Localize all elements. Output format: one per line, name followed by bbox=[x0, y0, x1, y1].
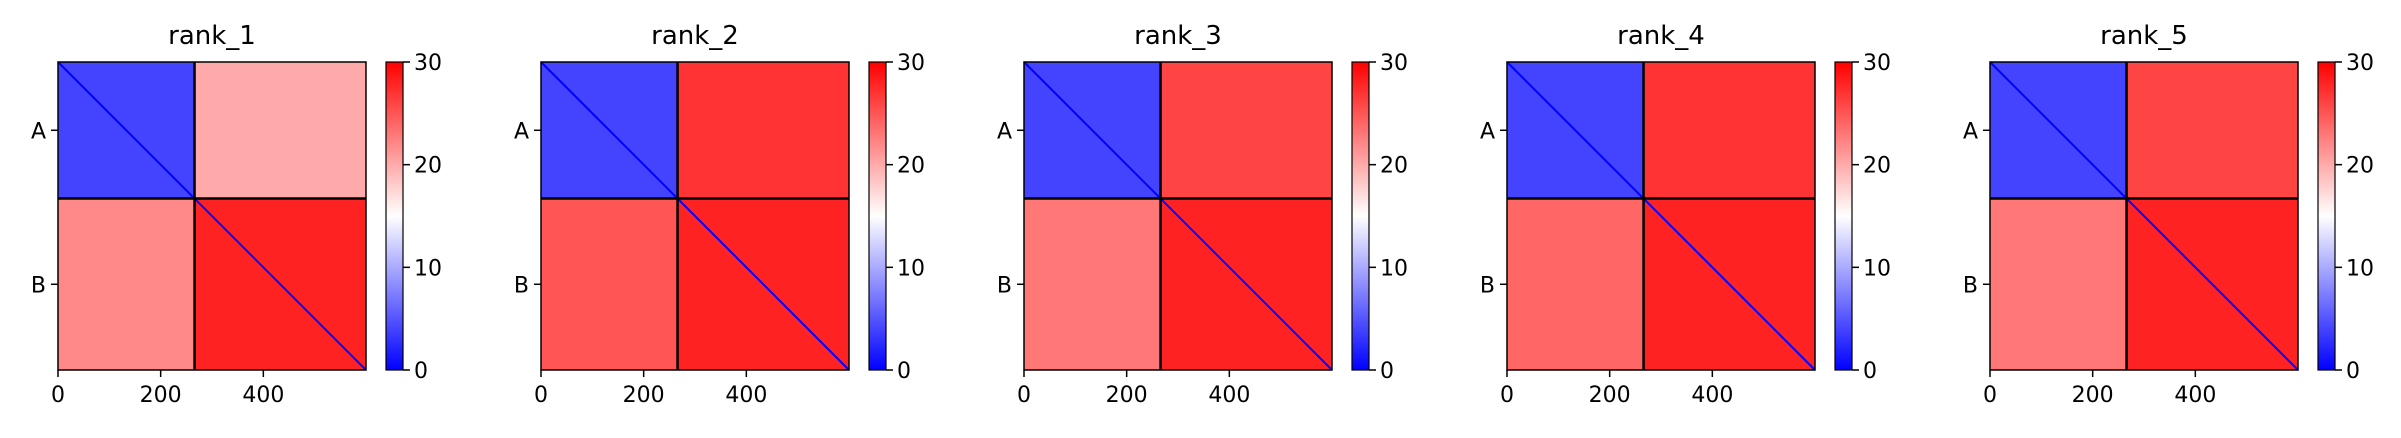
colorbar-tick-label: 10 bbox=[1380, 256, 1408, 281]
heatmap-diagonal bbox=[1989, 61, 2299, 371]
heatmap-block-a-b bbox=[194, 62, 366, 199]
y-tick-label: B bbox=[997, 273, 1012, 298]
x-tick-label: 0 bbox=[1500, 383, 1514, 408]
x-tick-label: 200 bbox=[2072, 383, 2114, 408]
heatmap-block-b-a bbox=[1024, 198, 1161, 370]
y-tick-label: A bbox=[514, 119, 529, 144]
y-tick-label: B bbox=[514, 273, 529, 298]
colorbar bbox=[1351, 61, 1370, 371]
x-tick-label: 400 bbox=[2174, 383, 2216, 408]
chart-title: rank_3 bbox=[1134, 21, 1222, 51]
heatmap-diagonal bbox=[540, 61, 850, 371]
heatmap-diagonal bbox=[1506, 61, 1816, 371]
x-tick-label: 0 bbox=[1017, 383, 1031, 408]
x-tick-label: 200 bbox=[1589, 383, 1631, 408]
heatmap-diagonal bbox=[1023, 61, 1333, 371]
colorbar-tick-label: 20 bbox=[1863, 154, 1891, 179]
x-tick-label: 0 bbox=[51, 383, 65, 408]
x-tick-label: 400 bbox=[1691, 383, 1733, 408]
colorbar-tick-label: 10 bbox=[414, 256, 442, 281]
colorbar-tick-label: 10 bbox=[2346, 256, 2374, 281]
colorbar-tick-label: 30 bbox=[897, 51, 925, 76]
colorbar-tick-label: 0 bbox=[897, 359, 911, 384]
panel-rank-2: rank_2 0 200 400 A B 0 10 20 30 bbox=[514, 21, 925, 408]
heatmap-block-b-a bbox=[58, 198, 195, 370]
x-tick-label: 400 bbox=[1208, 383, 1250, 408]
heatmap-block-b-a bbox=[1990, 198, 2127, 370]
colorbar-tick-label: 0 bbox=[414, 359, 428, 384]
panel-rank-5: rank_5 0 200 400 A B 0 10 20 30 bbox=[1963, 21, 2374, 408]
colorbar-tick-label: 20 bbox=[414, 154, 442, 179]
chart-title: rank_1 bbox=[168, 21, 256, 51]
y-tick-label: A bbox=[31, 119, 46, 144]
colorbar-tick-label: 10 bbox=[1863, 256, 1891, 281]
colorbar-tick-label: 30 bbox=[1863, 51, 1891, 76]
heatmap-block-b-a bbox=[541, 198, 678, 370]
y-tick-label: A bbox=[997, 119, 1012, 144]
heatmap-frame bbox=[1989, 61, 2299, 371]
colorbar bbox=[1834, 61, 1853, 371]
colorbar-tick-label: 0 bbox=[1380, 359, 1394, 384]
panel-rank-1: rank_1 0 200 400 A B 0 10 20 30 bbox=[31, 21, 442, 408]
x-tick-label: 200 bbox=[623, 383, 665, 408]
x-tick-label: 0 bbox=[534, 383, 548, 408]
colorbar-tick-label: 30 bbox=[2346, 51, 2374, 76]
y-tick-label: B bbox=[1480, 273, 1495, 298]
panel-rank-4: rank_4 0 200 400 A B 0 10 20 30 bbox=[1480, 21, 1891, 408]
x-tick-label: 400 bbox=[725, 383, 767, 408]
x-tick-label: 200 bbox=[140, 383, 182, 408]
colorbar-tick-label: 30 bbox=[1380, 51, 1408, 76]
colorbar bbox=[868, 61, 887, 371]
y-tick-label: A bbox=[1480, 119, 1495, 144]
panel-rank-3: rank_3 0 200 400 A B 0 10 20 30 bbox=[997, 21, 1408, 408]
heatmap-block-b-a bbox=[1507, 198, 1644, 370]
colorbar-tick-label: 30 bbox=[414, 51, 442, 76]
heatmap-block-a-b bbox=[677, 62, 849, 199]
y-tick-label: B bbox=[31, 273, 46, 298]
colorbar-tick-label: 10 bbox=[897, 256, 925, 281]
heatmap-frame bbox=[57, 61, 367, 371]
chart-title: rank_4 bbox=[1617, 21, 1705, 51]
heatmap-block-a-b bbox=[1643, 62, 1815, 199]
heatmap-block-a-b bbox=[2126, 62, 2298, 199]
x-tick-label: 0 bbox=[1983, 383, 1997, 408]
chart-title: rank_5 bbox=[2100, 21, 2188, 51]
colorbar bbox=[385, 61, 404, 371]
heatmap-diagonal bbox=[57, 61, 367, 371]
colorbar-tick-label: 20 bbox=[2346, 154, 2374, 179]
x-tick-label: 200 bbox=[1106, 383, 1148, 408]
colorbar-tick-label: 0 bbox=[2346, 359, 2360, 384]
colorbar bbox=[2317, 61, 2336, 371]
heatmap-frame bbox=[1023, 61, 1333, 371]
colorbar-tick-label: 20 bbox=[897, 154, 925, 179]
x-tick-label: 400 bbox=[242, 383, 284, 408]
heatmap-frame bbox=[1506, 61, 1816, 371]
y-tick-label: A bbox=[1963, 119, 1978, 144]
y-tick-label: B bbox=[1963, 273, 1978, 298]
heatmap-frame bbox=[540, 61, 850, 371]
colorbar-tick-label: 20 bbox=[1380, 154, 1408, 179]
chart-title: rank_2 bbox=[651, 21, 739, 51]
colorbar-tick-label: 0 bbox=[1863, 359, 1877, 384]
heatmap-block-a-b bbox=[1160, 62, 1332, 199]
